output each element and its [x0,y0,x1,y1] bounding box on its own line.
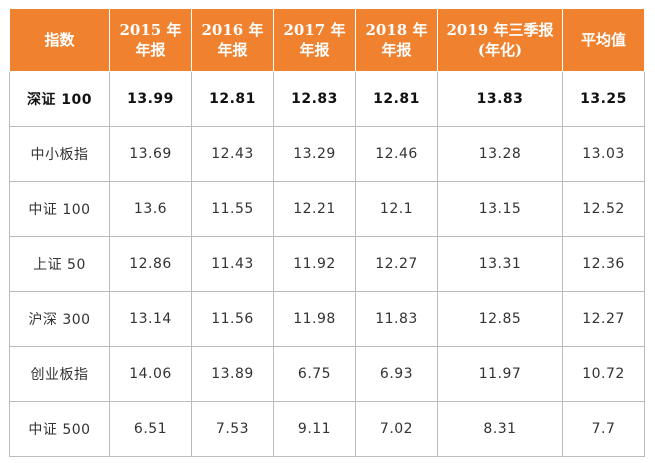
value-cell: 12.81 [355,71,438,127]
index-name-cell: 深证 100 [9,71,110,127]
value-cell: 11.97 [437,346,563,402]
value-cell: 6.51 [109,401,192,457]
index-name-cell: 中证 100 [9,181,110,237]
value-cell: 13.83 [437,71,563,127]
value-cell: 13.29 [273,126,356,182]
value-cell: 10.72 [562,346,645,402]
value-cell: 11.92 [273,236,356,292]
index-pe-table: 指数 2015 年 年报 2016 年 年报 2017 年 年报 2018 年 … [9,8,645,457]
value-cell: 11.55 [191,181,274,237]
index-name-cell: 中证 500 [9,401,110,457]
header-2019-q3-annualized: 2019 年三季报 (年化) [437,8,563,72]
value-cell: 12.43 [191,126,274,182]
index-table-container: 指数 2015 年 年报 2016 年 年报 2017 年 年报 2018 年 … [9,8,645,457]
value-cell: 12.36 [562,236,645,292]
value-cell: 13.99 [109,71,192,127]
value-cell: 13.25 [562,71,645,127]
value-cell: 7.53 [191,401,274,457]
header-2016-annual: 2016 年 年报 [191,8,274,72]
table-row: 中证 100 13.6 11.55 12.21 12.1 13.15 12.52 [9,181,645,237]
value-cell: 13.14 [109,291,192,347]
value-cell: 8.31 [437,401,563,457]
value-cell: 12.21 [273,181,356,237]
value-cell: 14.06 [109,346,192,402]
value-cell: 13.15 [437,181,563,237]
value-cell: 7.7 [562,401,645,457]
value-cell: 9.11 [273,401,356,457]
value-cell: 7.02 [355,401,438,457]
value-cell: 12.27 [355,236,438,292]
value-cell: 13.69 [109,126,192,182]
value-cell: 12.85 [437,291,563,347]
header-2017-annual: 2017 年 年报 [273,8,356,72]
table-row: 沪深 300 13.14 11.56 11.98 11.83 12.85 12.27 [9,291,645,347]
value-cell: 13.28 [437,126,563,182]
value-cell: 11.43 [191,236,274,292]
table-row: 创业板指 14.06 13.89 6.75 6.93 11.97 10.72 [9,346,645,402]
value-cell: 6.75 [273,346,356,402]
table-row: 深证 100 13.99 12.81 12.83 12.81 13.83 13.25 [9,71,645,127]
table-header: 指数 2015 年 年报 2016 年 年报 2017 年 年报 2018 年 … [9,8,645,72]
header-2018-annual: 2018 年 年报 [355,8,438,72]
table-row: 中小板指 13.69 12.43 13.29 12.46 13.28 13.03 [9,126,645,182]
header-average: 平均值 [562,8,645,72]
value-cell: 12.46 [355,126,438,182]
table-body: 深证 100 13.99 12.81 12.83 12.81 13.83 13.25 中小板指… [9,71,645,457]
value-cell: 12.52 [562,181,645,237]
value-cell: 13.89 [191,346,274,402]
value-cell: 6.93 [355,346,438,402]
value-cell: 12.86 [109,236,192,292]
index-name-cell: 创业板指 [9,346,110,402]
index-name-cell: 沪深 300 [9,291,110,347]
header-2015-annual: 2015 年 年报 [109,8,192,72]
table-row: 中证 500 6.51 7.53 9.11 7.02 8.31 7.7 [9,401,645,457]
value-cell: 13.6 [109,181,192,237]
table-row: 上证 50 12.86 11.43 11.92 12.27 13.31 12.36 [9,236,645,292]
value-cell: 12.27 [562,291,645,347]
value-cell: 11.56 [191,291,274,347]
value-cell: 12.81 [191,71,274,127]
value-cell: 11.83 [355,291,438,347]
value-cell: 12.83 [273,71,356,127]
index-name-cell: 中小板指 [9,126,110,182]
value-cell: 12.1 [355,181,438,237]
value-cell: 11.98 [273,291,356,347]
value-cell: 13.03 [562,126,645,182]
header-index: 指数 [9,8,110,72]
index-name-cell: 上证 50 [9,236,110,292]
header-row: 指数 2015 年 年报 2016 年 年报 2017 年 年报 2018 年 … [9,8,645,72]
value-cell: 13.31 [437,236,563,292]
